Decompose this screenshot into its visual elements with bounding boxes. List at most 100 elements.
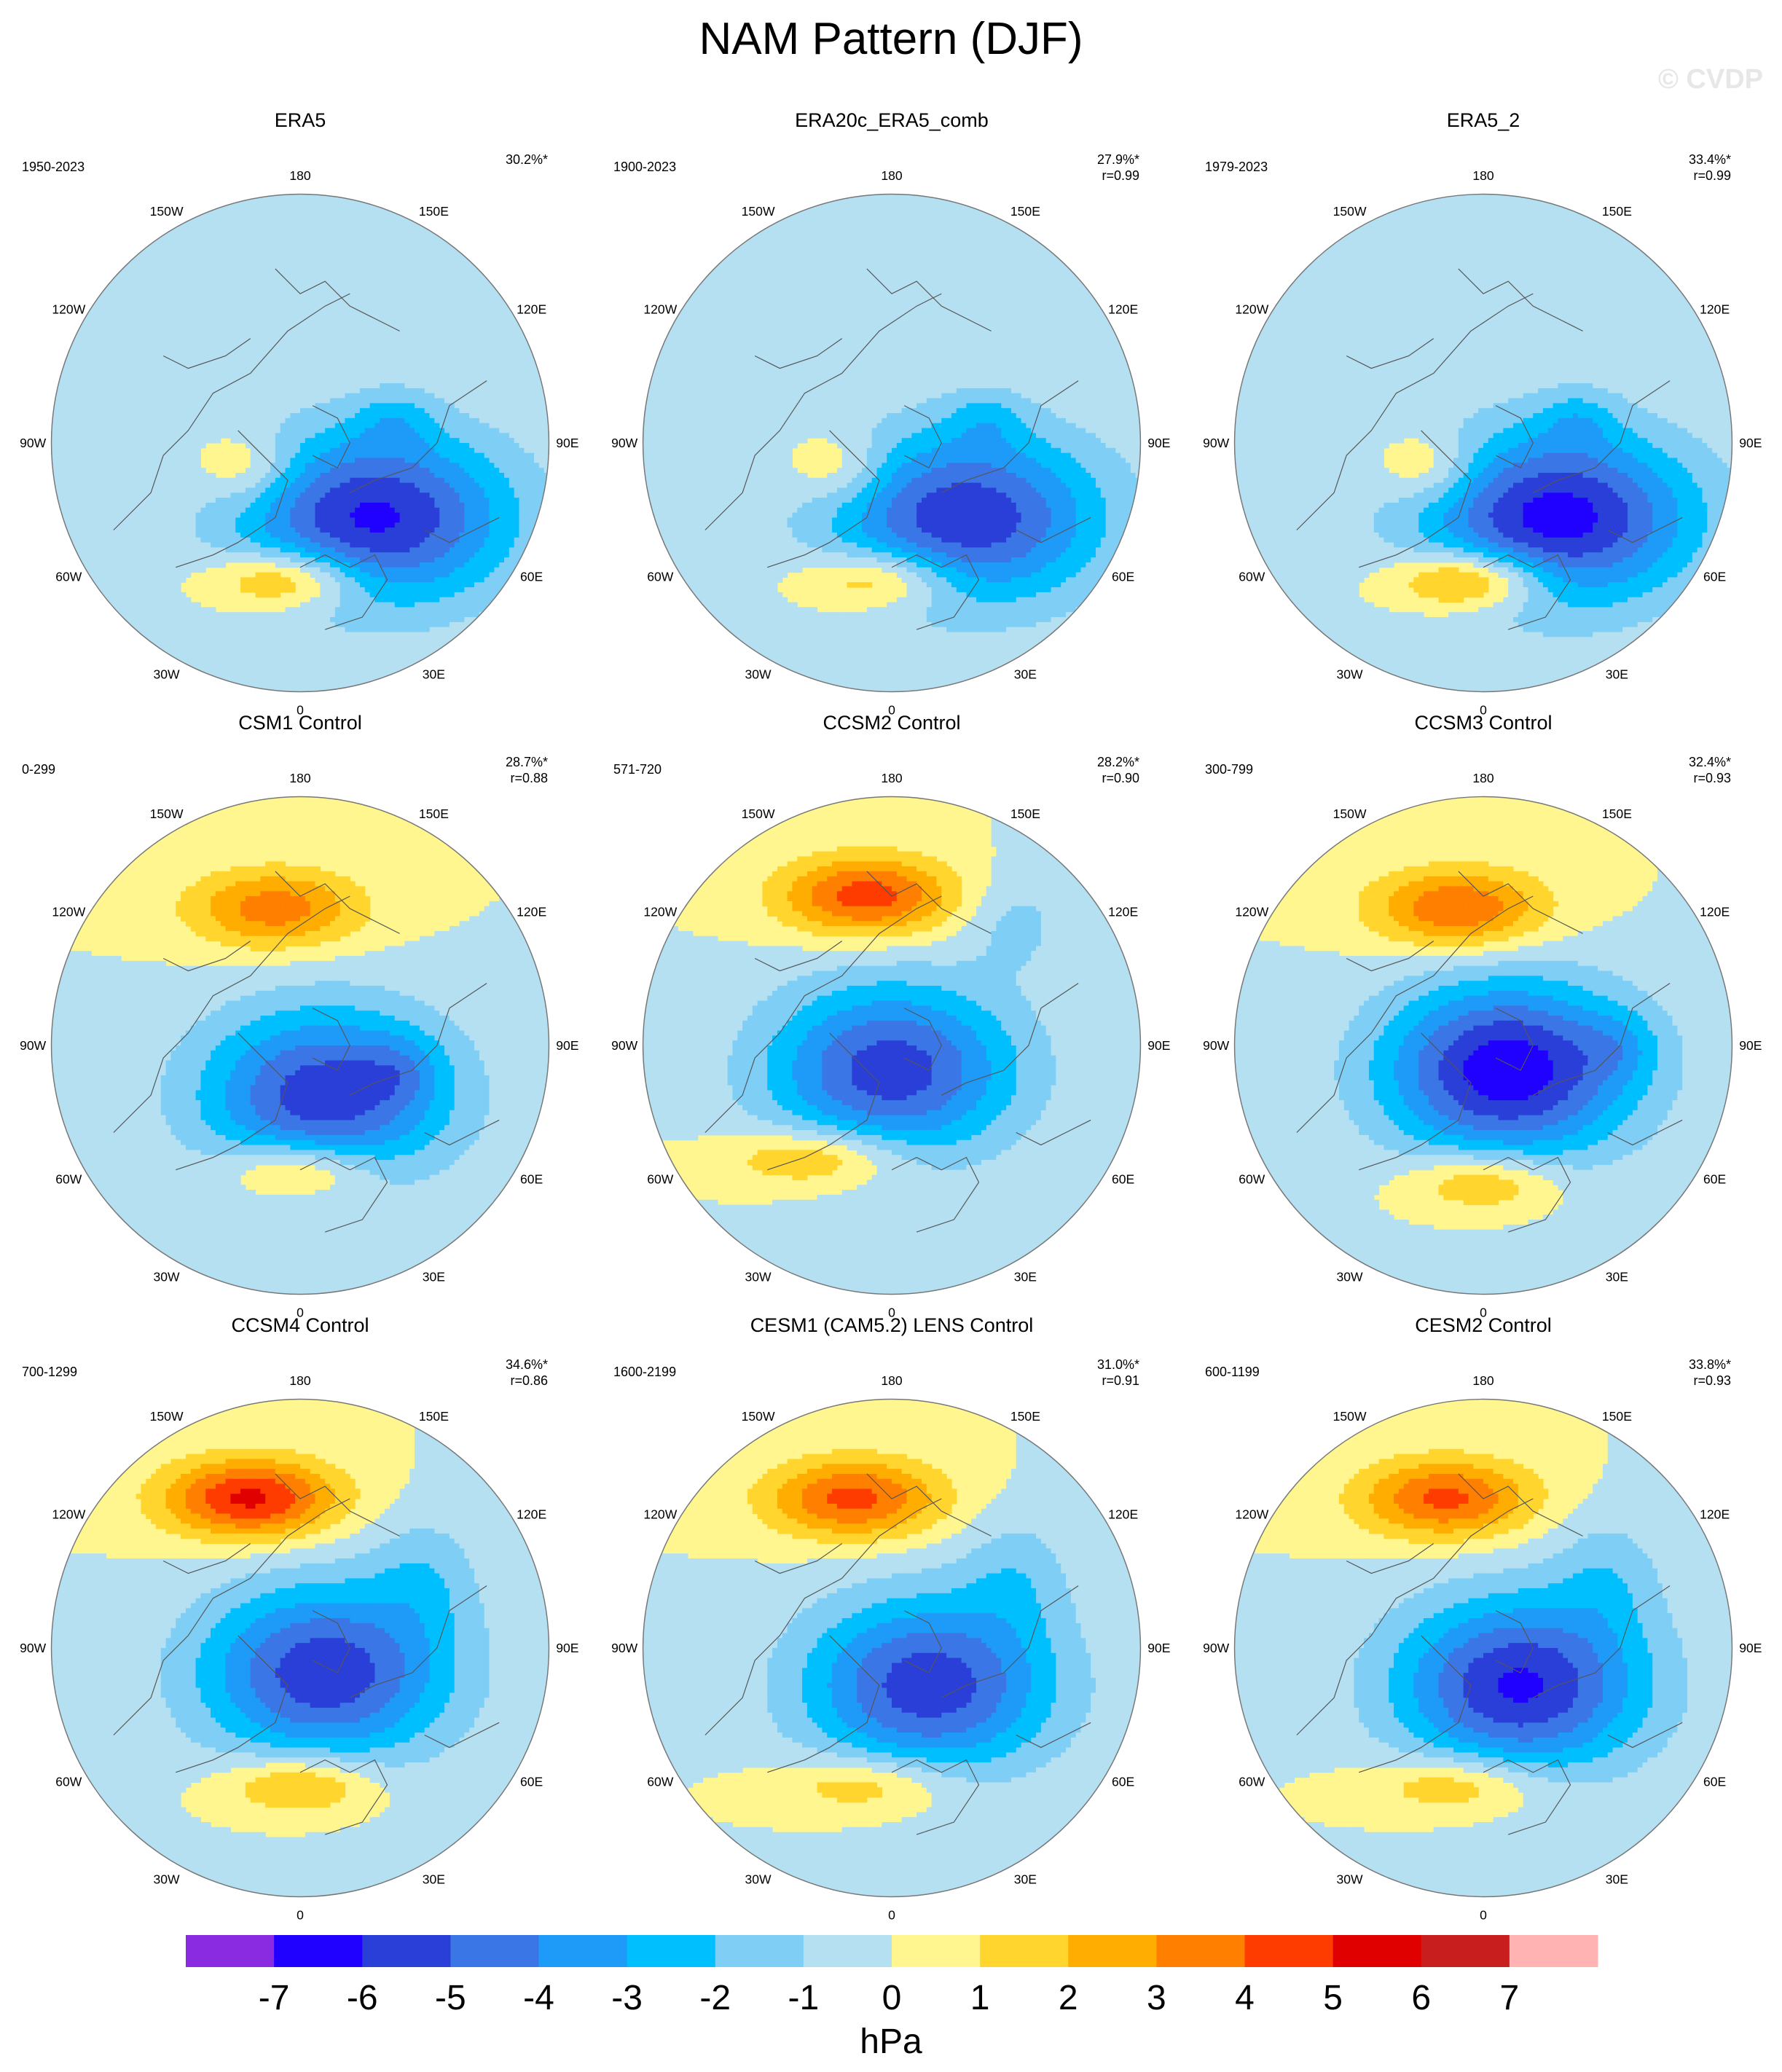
longitude-label: 150E <box>419 204 449 219</box>
longitude-label: 150W <box>742 1409 775 1424</box>
longitude-label: 90W <box>611 1641 638 1655</box>
longitude-label: 30E <box>423 1270 445 1284</box>
longitude-label: 150E <box>1010 807 1040 821</box>
longitude-label: 30W <box>745 1872 772 1887</box>
longitude-label: 60E <box>520 1172 543 1186</box>
longitude-label: 150W <box>1333 807 1367 821</box>
longitude-label: 30W <box>1337 1270 1364 1284</box>
longitude-label: 120E <box>1108 302 1138 316</box>
longitude-label: 150E <box>1602 807 1632 821</box>
longitude-label: 90E <box>556 1641 578 1655</box>
longitude-label: 60W <box>647 1774 674 1789</box>
longitude-label: 120E <box>517 1507 546 1521</box>
longitude-label: 0 <box>1480 1908 1487 1923</box>
longitude-label: 90E <box>1147 1641 1170 1655</box>
longitude-label: 120E <box>517 302 546 316</box>
colorbar-tick-label: -7 <box>259 1979 290 2017</box>
colorbar-tick-label: 1 <box>970 1979 990 2017</box>
colorbar-bin <box>274 1935 363 1967</box>
longitude-label: 150W <box>742 204 775 219</box>
map-panel: CCSM4 Control 700-1299 34.6%* r=0.86 180 150E… <box>9 1313 592 1910</box>
colorbar-tick-label: -1 <box>788 1979 820 2017</box>
longitude-label: 30E <box>423 1872 445 1887</box>
longitude-label: 120W <box>52 302 85 316</box>
map-panel: ERA5 1950-2023 30.2%* 180 150E 120E 90E 60E 30E 0… <box>9 108 592 705</box>
longitude-label: 120W <box>643 1507 677 1521</box>
colorbar-bin <box>539 1935 628 1967</box>
longitude-label: 150W <box>150 1409 184 1424</box>
longitude-label: 60W <box>55 569 82 584</box>
longitude-label: 180 <box>1472 1373 1494 1388</box>
longitude-label: 60W <box>55 1774 82 1789</box>
longitude-label: 30W <box>1337 1872 1364 1887</box>
longitude-label: 30E <box>1606 1270 1628 1284</box>
longitude-label: 150W <box>1333 1409 1367 1424</box>
longitude-label: 120W <box>1235 904 1268 919</box>
panel-title: ERA20c_ERA5_comb <box>600 108 1183 133</box>
longitude-label: 60W <box>1239 1172 1265 1186</box>
longitude-label: 90W <box>20 1038 47 1053</box>
colorbar-tick-label: 2 <box>1059 1979 1078 2017</box>
colorbar-bin <box>1510 1935 1598 1967</box>
longitude-label: 60E <box>1112 1774 1134 1789</box>
longitude-label: 90W <box>20 1641 47 1655</box>
map-panel: ERA5_2 1979-2023 33.4%* r=0.99 180 150E 120E 90… <box>1192 108 1775 705</box>
longitude-label: 180 <box>289 168 311 183</box>
longitude-label: 120E <box>1700 1507 1730 1521</box>
longitude-label: 180 <box>881 168 903 183</box>
longitude-label: 90E <box>1739 1641 1762 1655</box>
colorbar-bin <box>1421 1935 1510 1967</box>
colorbar-bin <box>1333 1935 1422 1967</box>
colorbar-tick-label: 7 <box>1500 1979 1520 2017</box>
longitude-label: 90W <box>20 436 47 450</box>
longitude-label: 30E <box>1014 1872 1037 1887</box>
longitude-label: 180 <box>881 1373 903 1388</box>
longitude-label: 120W <box>643 302 677 316</box>
longitude-label: 30E <box>423 667 445 682</box>
figure-title: NAM Pattern (DJF) <box>0 10 1782 68</box>
colorbar-bin <box>1068 1935 1157 1967</box>
longitude-label: 150W <box>150 204 184 219</box>
colorbar-bin <box>362 1935 451 1967</box>
longitude-label: 150E <box>1602 204 1632 219</box>
colorbar-bin <box>450 1935 539 1967</box>
panel-title: CCSM2 Control <box>600 710 1183 735</box>
longitude-label: 150E <box>1010 204 1040 219</box>
longitude-label: 60W <box>1239 1774 1265 1789</box>
longitude-label: 180 <box>1472 168 1494 183</box>
longitude-label: 90E <box>1147 436 1170 450</box>
map-panel: ERA20c_ERA5_comb 1900-2023 27.9%* r=0.99 180… <box>600 108 1183 705</box>
colorbar-tick-label: -2 <box>699 1979 731 2017</box>
longitude-label: 60W <box>647 1172 674 1186</box>
longitude-label: 90W <box>611 1038 638 1053</box>
longitude-label: 60W <box>55 1172 82 1186</box>
longitude-label: 180 <box>289 771 311 785</box>
longitude-label: 60E <box>520 1774 543 1789</box>
longitude-label: 0 <box>888 1908 895 1923</box>
longitude-label: 150W <box>742 807 775 821</box>
longitude-label: 60E <box>1703 1774 1726 1789</box>
longitude-label: 90E <box>556 436 578 450</box>
longitude-label: 30W <box>745 1270 772 1284</box>
colorbar-tick-label: -4 <box>523 1979 554 2017</box>
longitude-label: 30W <box>154 1270 181 1284</box>
longitude-label: 120W <box>1235 1507 1268 1521</box>
longitude-label: 90E <box>556 1038 578 1053</box>
longitude-label: 120E <box>1108 1507 1138 1521</box>
longitude-label: 30W <box>154 1872 181 1887</box>
longitude-label: 120W <box>52 904 85 919</box>
longitude-label: 120W <box>1235 302 1268 316</box>
longitude-label: 90W <box>611 436 638 450</box>
colorbar-tick-label: 0 <box>882 1979 902 2017</box>
panel-title: ERA5 <box>9 108 592 133</box>
colorbar-bin <box>804 1935 892 1967</box>
colorbar-tick-label: 3 <box>1147 1979 1166 2017</box>
colorbar-tick-label: -6 <box>347 1979 378 2017</box>
longitude-label: 90W <box>1203 436 1230 450</box>
panel-title: CESM2 Control <box>1192 1313 1775 1338</box>
map-panel: CESM1 (CAM5.2) LENS Control 1600-2199 31.0… <box>600 1313 1183 1910</box>
